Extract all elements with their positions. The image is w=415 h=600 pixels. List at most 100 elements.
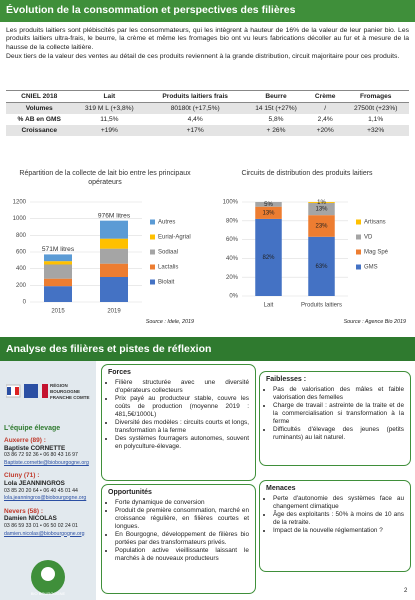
contact-line: 03 85 20 20 64 • 06 40 45 01 44 (4, 487, 78, 494)
bar-segment (100, 277, 128, 302)
list-item: Âge des exploitants : 50% à moins de 10 … (273, 511, 404, 527)
value-label: 13% (315, 207, 328, 213)
legend-swatch (150, 234, 155, 240)
table-wrap: CNIEL 2018 Lait Produits laitiers frais Beu… (6, 90, 409, 136)
list: Pas de valorisation des mâles et faible … (266, 386, 404, 442)
bar-segment (44, 278, 72, 287)
section-header: Évolution de la consommation et perspect… (0, 0, 415, 22)
contact-line: Baptiste CORNETTE (4, 444, 66, 452)
bar-segment (44, 254, 72, 262)
legend-label: Eurial-Agrial (158, 235, 191, 241)
contact-line: Lola JEANNINGROS (4, 479, 65, 487)
value-label: 63% (315, 264, 328, 270)
bar-segment (308, 215, 335, 237)
contact-line: Auxerre (89) : (4, 437, 46, 444)
logo (24, 384, 38, 398)
contact: Cluny (71) : Lola JEANNINGROS 03 85 20 20 … (4, 472, 96, 502)
logo (42, 384, 48, 398)
legend-label: Biolait (158, 280, 175, 286)
table-row: CNIEL 2018 Lait Produits laitiers frais Beu… (6, 90, 409, 103)
team-title: L'équipe élevage (4, 425, 61, 432)
swot-box: Forces Filière structurée avec une divers… (101, 364, 256, 481)
table-cell: 2,4% (317, 116, 333, 123)
contact-line: 03 86 59 33 01 • 06 50 02 24 01 (4, 522, 78, 529)
y-tick-label: 200 (16, 283, 27, 289)
bar-segment (308, 202, 335, 203)
value-label: 82% (262, 255, 275, 261)
region: RÉGION BOURGOGNE FRANCHE COMTE (50, 383, 90, 400)
y-tick-label: 1200 (13, 200, 27, 206)
legend-label: Autres (158, 220, 175, 226)
source: Source : Idele, 2019 (145, 319, 194, 325)
chart-title: Circuits de distribution des produits la… (241, 170, 373, 177)
list-item: Impact de la nouvelle réglementation ? (273, 527, 404, 535)
bar-segment (308, 202, 335, 216)
bar-segment (255, 206, 282, 219)
flag (7, 387, 11, 395)
bar-segment (100, 263, 128, 277)
list-item: Produit de première consommation, marché… (115, 507, 249, 531)
y-tick-label: 60% (226, 237, 239, 243)
list-item: En Bourgogne, développement de filières … (115, 531, 249, 547)
legend-swatch (150, 249, 155, 255)
bar-segment (100, 220, 128, 239)
table-header-cell: Lait (72, 90, 147, 103)
intro: Les produits laitiers sont plébiscités p… (6, 27, 409, 62)
y-tick-label: 0 (23, 300, 27, 306)
legend-label: GMS (364, 265, 378, 271)
table-cell: Volumes (6, 102, 73, 114)
flag (15, 387, 19, 395)
contact: Nevers (58) : Damien NICOLAS 03 86 59 33 0… (4, 508, 96, 538)
table-cell: 4,4% (187, 116, 203, 123)
table-cell: 319 M L (+3,8%) (72, 102, 147, 114)
list-item: Prix payé au producteur stable, couvre l… (115, 395, 249, 419)
box-title: Menaces (266, 485, 296, 492)
x-tick-label: 2015 (51, 309, 65, 315)
paragraph: Deux tiers de la valeur des ventes au dé… (6, 52, 400, 60)
annotation: 571M litres (42, 246, 75, 253)
table-cell: +32% (342, 125, 409, 136)
bar-segment (255, 202, 282, 207)
y-tick-label: 1000 (13, 216, 27, 222)
annotation: 976M litres (98, 212, 131, 219)
y-tick-label: 600 (16, 250, 27, 256)
contact-line: damien.nicolas@biobourgogne.org (4, 530, 85, 537)
bar-segment (44, 286, 72, 302)
table-cell: / (307, 102, 343, 114)
y-tick-label: 400 (16, 266, 27, 272)
contact-line: Baptiste.cornette@biobourgogne.org (4, 459, 89, 466)
table-header-cell: Fromages (342, 90, 409, 103)
table-header-cell: CNIEL 2018 (6, 90, 73, 103)
table-cell: +19% (72, 125, 147, 136)
bar-segment (255, 218, 282, 296)
table-row: % AB en GMS 11,5% 4,4% 5,8% 2,4% 1,1% (6, 114, 409, 125)
table-header-cell: Crème (307, 90, 343, 103)
y-tick-label: 800 (16, 233, 27, 239)
bar-segment (44, 264, 72, 279)
value-label: 13% (262, 210, 275, 216)
table-cell: + 26% (244, 125, 308, 136)
sidebar: RÉGION BOURGOGNE FRANCHE COMTE L'équipe … (0, 361, 96, 600)
legend-swatch (356, 234, 361, 240)
table-header-cell: Beurre (244, 90, 308, 103)
chart-title: Répartition de la collecte de lait bio e… (19, 170, 191, 186)
list-item: Difficultés d'élevage des jeunes (petits… (273, 426, 404, 442)
table-cell: +20% (307, 125, 343, 136)
source: Source : Agence Bio 2019 (343, 319, 406, 325)
y-tick-label: 0% (229, 294, 238, 300)
swot-box: Menaces Perte d'autonomie des systèmes fa… (259, 480, 411, 572)
table-cell: 27500t (+23%) (342, 102, 409, 114)
legend-label: Lactalis (158, 265, 178, 271)
list: Filière structurée avec une diversité d'… (108, 379, 249, 451)
table: CNIEL 2018 Lait Produits laitiers frais Beu… (6, 90, 409, 136)
list-item: Filière structurée avec une diversité d'… (115, 379, 249, 395)
y-tick-label: 80% (226, 218, 239, 224)
logo (31, 560, 65, 594)
legend-swatch (356, 264, 361, 270)
logos (6, 384, 48, 398)
list: Forte dynamique de conversionProduit de … (108, 499, 249, 563)
x-tick-label: Lait (264, 303, 274, 309)
logo-text: BIO BOURGOGNE (30, 591, 66, 596)
value-label: 23% (315, 224, 328, 230)
